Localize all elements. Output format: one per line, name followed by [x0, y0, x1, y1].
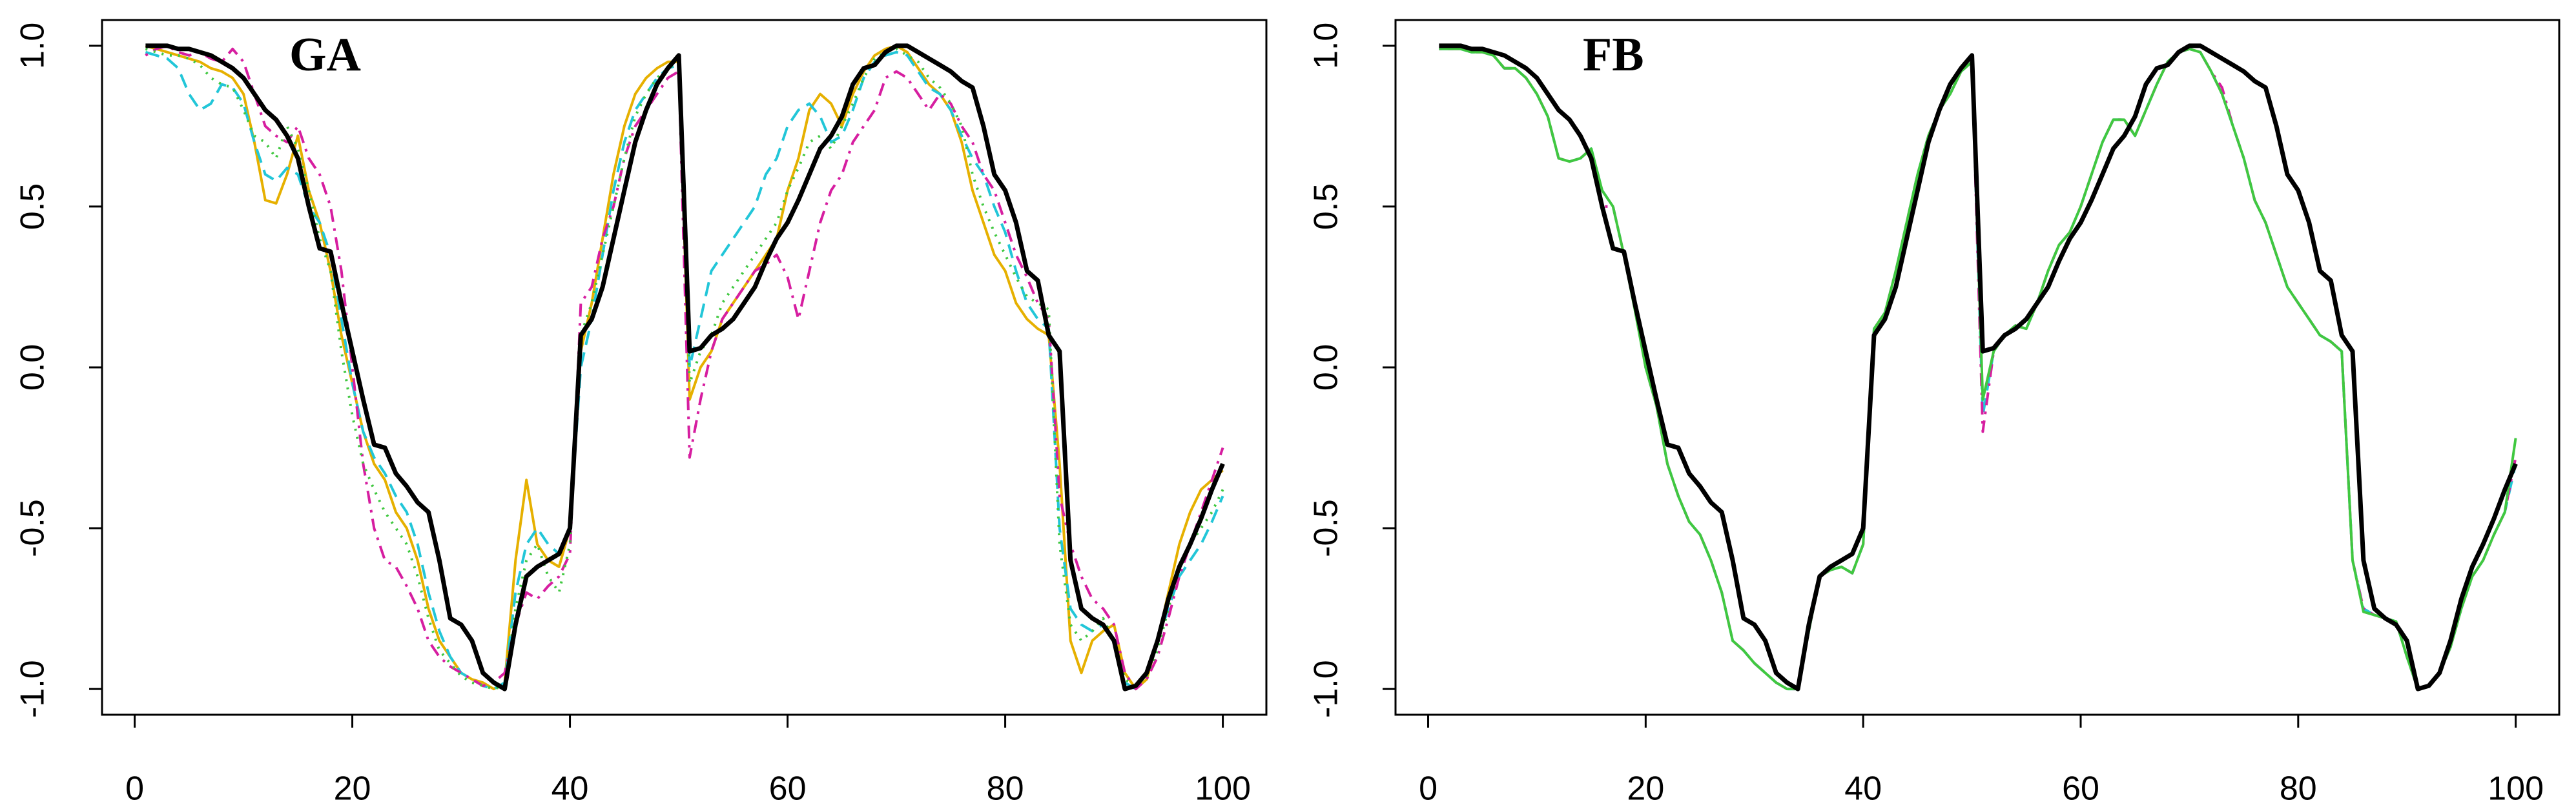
y-tick-label: -1.0 — [1308, 660, 1345, 718]
y-tick-label: 0.0 — [1308, 344, 1345, 391]
y-tick-label: -1.0 — [14, 660, 52, 718]
y-tick-label: 0.5 — [1308, 183, 1345, 230]
x-tick-label: 60 — [2062, 770, 2099, 808]
panel: 0 20 40 60 80 100 -1.0 -0.5 0.0 0.5 1.0 FB — [1308, 19, 2561, 808]
x-tick-label: 80 — [2280, 770, 2317, 808]
x-tick-label: 40 — [1844, 770, 1882, 808]
x-tick-label: 0 — [125, 770, 144, 808]
y-tick-label: 0.5 — [14, 183, 52, 230]
series-line — [145, 43, 1225, 691]
x-tick-label: 0 — [1419, 770, 1437, 808]
chart-title: FB — [1583, 28, 1644, 81]
x-tick-label: 60 — [769, 770, 807, 808]
y-tick-label: 1.0 — [14, 23, 52, 69]
y-tick-label: -0.5 — [14, 499, 52, 557]
x-tick-label: 20 — [334, 770, 371, 808]
x-tick-label: 20 — [1627, 770, 1664, 808]
x-tick-label: 40 — [551, 770, 589, 808]
y-tick-label: -0.5 — [1308, 499, 1345, 557]
series-line — [1439, 43, 2518, 691]
y-tick-label: 1.0 — [1308, 23, 1345, 69]
x-tick-label: 100 — [2488, 770, 2544, 808]
x-tick-label: 80 — [987, 770, 1024, 808]
series-line — [145, 50, 1224, 691]
x-tick-label: 100 — [1195, 770, 1251, 808]
chart-title: GA — [289, 28, 361, 81]
panel: 0 20 40 60 80 100 -1.0 -0.5 0.0 0.5 1.0 GA — [14, 19, 1268, 808]
y-tick-label: 0.0 — [14, 344, 52, 391]
